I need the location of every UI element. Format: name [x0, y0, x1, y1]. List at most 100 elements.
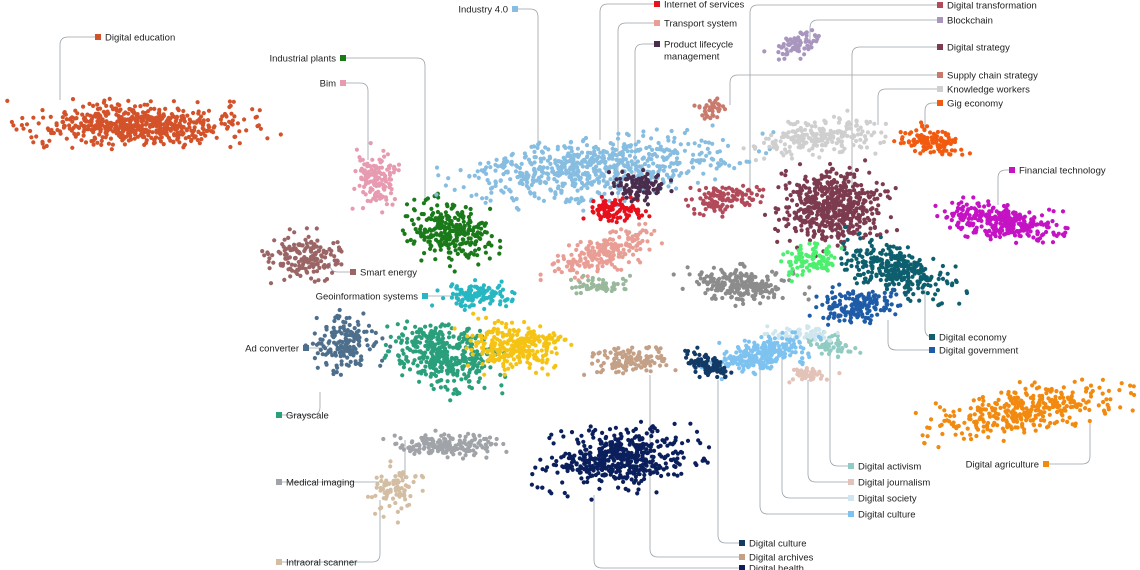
scatter-point: [855, 132, 861, 137]
scatter-point: [1035, 222, 1040, 227]
scatter-point: [585, 176, 591, 181]
scatter-point: [484, 195, 489, 201]
scatter-point: [686, 169, 691, 174]
scatter-point: [312, 279, 317, 284]
scatter-point: [395, 322, 400, 327]
scatter-point: [564, 171, 569, 176]
scatter-point: [479, 365, 484, 370]
scatter-point: [602, 191, 607, 196]
scatter-point: [376, 175, 381, 180]
scatter-point: [381, 514, 386, 519]
scatter-point: [727, 198, 732, 203]
scatter-point: [391, 170, 396, 175]
scatter-point: [703, 140, 708, 145]
scatter-point: [462, 223, 467, 228]
scatter-point: [592, 249, 597, 254]
scatter-point: [760, 194, 765, 199]
scatter-point: [846, 201, 851, 207]
scatter-point: [862, 191, 867, 196]
scatter-point: [456, 217, 461, 222]
scatter-point: [381, 436, 386, 442]
scatter-point: [845, 237, 850, 242]
scatter-point: [31, 140, 36, 145]
scatter-point: [597, 213, 602, 218]
scatter-point: [428, 242, 433, 248]
scatter-point: [422, 445, 427, 450]
scatter-point: [229, 111, 234, 116]
scatter-point: [738, 161, 743, 166]
scatter-point: [846, 126, 851, 131]
scatter-point: [201, 111, 206, 116]
scatter-point: [108, 136, 113, 141]
scatter-point: [286, 260, 291, 265]
scatter-point: [879, 251, 884, 256]
scatter-point: [559, 188, 564, 193]
scatter-point: [422, 441, 427, 446]
scatter-point: [922, 282, 927, 287]
scatter-point: [671, 139, 677, 144]
scatter-point: [869, 133, 874, 138]
scatter-point: [862, 217, 867, 222]
scatter-point: [337, 314, 342, 319]
scatter-point: [565, 153, 570, 158]
scatter-point: [654, 154, 660, 159]
scatter-point: [536, 196, 541, 201]
scatter-point: [127, 118, 132, 124]
scatter-point: [872, 225, 878, 230]
scatter-point: [493, 168, 498, 173]
scatter-point: [414, 448, 420, 453]
scatter-point: [316, 341, 322, 346]
scatter-point: [666, 138, 671, 143]
scatter-point: [656, 169, 661, 175]
scatter-point: [575, 243, 580, 248]
scatter-point: [117, 103, 122, 108]
scatter-point: [741, 146, 746, 151]
scatter-point: [578, 176, 583, 181]
scatter-point: [254, 114, 259, 119]
scatter-point: [884, 229, 889, 234]
scatter-point: [546, 175, 551, 181]
scatter-point: [468, 287, 473, 292]
scatter-point: [891, 244, 896, 249]
scatter-point: [601, 178, 606, 183]
scatter-point: [784, 186, 789, 191]
scatter-point: [691, 152, 696, 157]
scatter-point: [586, 252, 591, 257]
scatter-point: [1040, 240, 1045, 245]
scatter-point: [715, 106, 720, 111]
scatter-point: [357, 183, 362, 188]
scatter-point: [823, 143, 828, 148]
scatter-point: [205, 118, 211, 123]
scatter-point: [825, 189, 830, 194]
scatter-point: [541, 198, 547, 203]
scatter-point: [426, 235, 431, 240]
scatter-point: [715, 188, 720, 194]
scatter-point: [403, 497, 408, 502]
scatter-point: [945, 140, 950, 146]
scatter-point: [796, 145, 801, 150]
scatter-point: [399, 340, 404, 345]
scatter-point: [959, 147, 964, 152]
scatter-point: [647, 144, 652, 149]
scatter-point: [734, 197, 740, 202]
scatter-point: [433, 428, 438, 433]
scatter-point: [103, 135, 108, 140]
scatter-point: [46, 127, 51, 133]
scatter-point: [810, 28, 815, 33]
scatter-point: [820, 193, 825, 198]
scatter-point: [917, 298, 922, 303]
scatter-point: [957, 301, 962, 306]
scatter-point: [637, 189, 642, 194]
scatter-point: [483, 244, 488, 249]
scatter-point: [446, 447, 451, 452]
cluster-industrial-plants: [400, 191, 503, 274]
scatter-point: [341, 353, 347, 358]
scatter-point: [448, 398, 453, 403]
scatter-point: [451, 452, 456, 457]
scatter-point: [602, 252, 607, 257]
scatter-point: [579, 195, 584, 200]
scatter-point: [898, 275, 903, 280]
scatter-point: [394, 441, 399, 446]
scatter-point: [617, 254, 622, 259]
scatter-point: [830, 285, 835, 290]
